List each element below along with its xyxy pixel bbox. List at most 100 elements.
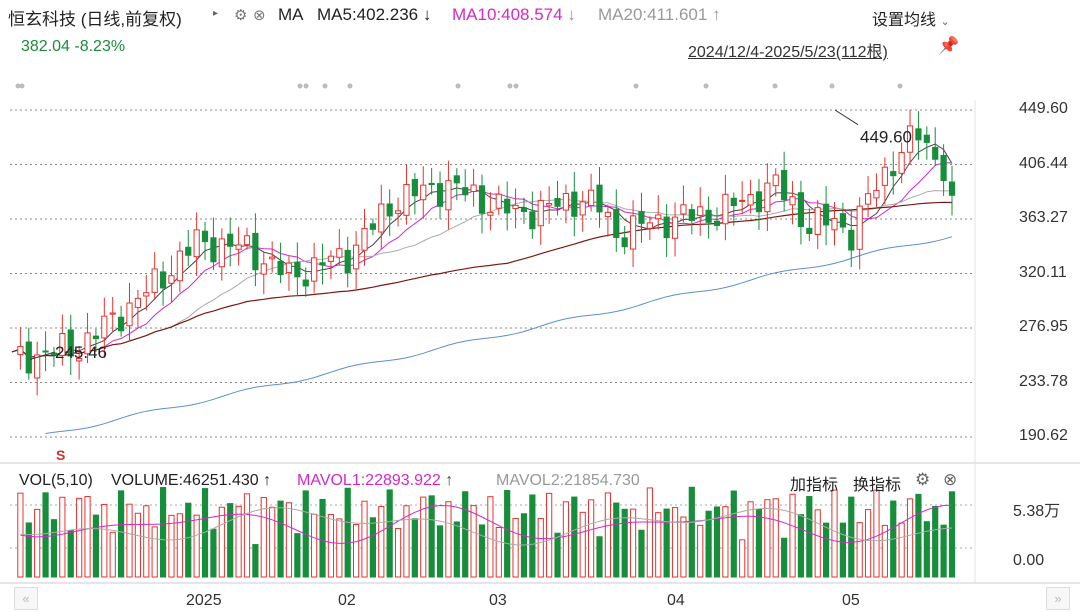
- volume-bar: [864, 509, 872, 578]
- candle-body: [260, 263, 267, 275]
- candles: [17, 110, 956, 396]
- candle-body: [227, 233, 234, 247]
- volume-bar: [260, 496, 267, 578]
- add-indicator-button[interactable]: 加指标: [790, 477, 839, 494]
- candle-body: [537, 199, 544, 227]
- pin-icon[interactable]: 📌: [938, 36, 960, 55]
- date-tick-label: 2025: [186, 592, 222, 609]
- candle-body: [294, 261, 301, 278]
- ma5-value: MA5:402.236 ↓: [317, 5, 432, 24]
- volume-bar: [378, 505, 385, 578]
- price-tick-label: 276.95: [1019, 318, 1068, 335]
- candle-body: [470, 184, 477, 193]
- volume-indicator-name: VOL(5,10): [19, 472, 93, 489]
- volume-bar: [218, 506, 225, 578]
- candle-body: [705, 209, 712, 223]
- candle-body: [755, 191, 763, 213]
- title-dropdown-icon[interactable]: ▸: [213, 8, 219, 19]
- event-icon: [19, 83, 25, 89]
- volume-bar: [25, 522, 32, 578]
- candle-body: [243, 235, 251, 246]
- candle-body: [923, 134, 930, 143]
- scroll-right-button[interactable]: »: [1046, 587, 1070, 610]
- volume-bar: [789, 493, 796, 578]
- volume-bar: [806, 496, 813, 578]
- candle-body: [17, 346, 24, 356]
- volume-bar: [327, 513, 335, 578]
- volume-bar: [722, 506, 729, 578]
- date-range[interactable]: 2024/12/4-2025/5/23(112根): [688, 44, 888, 61]
- volume-bar: [294, 533, 301, 578]
- volume-bar: [781, 537, 788, 578]
- stock-title[interactable]: 恒玄科技 (日线,前复权): [8, 10, 182, 29]
- volume-bar: [940, 524, 947, 578]
- volume-bar: [319, 498, 326, 578]
- volume-bar: [50, 519, 58, 578]
- mavol2-line: [20, 507, 953, 546]
- ma-settings-dropdown[interactable]: 设置均线 ⌄: [872, 12, 950, 29]
- candle-body: [201, 230, 209, 243]
- candle-body: [109, 312, 116, 315]
- volume-bar: [739, 539, 746, 578]
- volume-bar: [210, 528, 217, 578]
- candle-body: [336, 248, 343, 258]
- volume-bar: [495, 527, 502, 578]
- scroll-left-button[interactable]: «: [14, 587, 38, 610]
- volume-bar: [562, 501, 570, 578]
- volume-bar: [185, 502, 192, 578]
- volume-tick-label: 0.00: [1013, 552, 1045, 569]
- volume-bar: [546, 492, 553, 578]
- event-icon: [897, 83, 903, 89]
- mavol1-line: [20, 504, 953, 544]
- volume-average-lines: [20, 504, 953, 546]
- candle-body: [671, 216, 679, 239]
- volume-bar: [554, 532, 561, 578]
- volume-bar: [923, 521, 930, 578]
- candle-body: [311, 257, 318, 282]
- event-icon: [513, 83, 519, 89]
- volume-bar: [126, 503, 133, 578]
- volume-bar: [873, 489, 880, 578]
- volume-gear-icon[interactable]: ⚙: [915, 470, 931, 489]
- volume-bar: [713, 506, 721, 578]
- event-icon: [507, 83, 513, 89]
- candle-body: [680, 204, 687, 215]
- volume-bar: [176, 513, 183, 578]
- event-icon: [772, 83, 778, 89]
- volume-bar: [588, 499, 595, 578]
- volume-bar: [772, 498, 779, 578]
- volume-bar: [814, 509, 821, 578]
- mavol1-value: MAVOL1:22893.922 ↑: [297, 472, 454, 489]
- volume-bar: [118, 490, 125, 578]
- candle-body: [856, 205, 863, 250]
- ma-gear-icon[interactable]: ⚙: [234, 7, 248, 24]
- candle-body: [353, 244, 360, 270]
- volume-bar: [151, 526, 158, 578]
- volume-bar: [755, 508, 763, 578]
- ma20-value: MA20:411.601 ↑: [598, 5, 721, 24]
- candle-body: [235, 244, 242, 250]
- candle-body: [588, 189, 595, 207]
- candle-body: [185, 246, 192, 256]
- candle-body: [176, 250, 183, 282]
- volume-up-arrow-icon: ↑: [263, 472, 272, 489]
- candle-body: [655, 214, 662, 220]
- candle-body: [747, 194, 754, 206]
- volume-bar: [143, 505, 150, 578]
- volume-bar: [529, 494, 536, 578]
- ma5-down-arrow-icon: ↓: [422, 5, 432, 24]
- candle-body: [932, 146, 939, 160]
- volume-bar: [906, 498, 914, 578]
- candle-body: [487, 211, 494, 216]
- volume-bar: [252, 544, 259, 578]
- swap-indicator-button[interactable]: 换指标: [853, 477, 902, 494]
- volume-bar: [336, 518, 343, 578]
- candle-body: [772, 174, 779, 187]
- candle-body: [34, 354, 41, 379]
- candle-body: [722, 193, 729, 225]
- ma-close-icon[interactable]: ⊗: [253, 7, 266, 24]
- candle-body: [823, 203, 830, 226]
- volume-close-icon[interactable]: ⊗: [943, 470, 958, 489]
- volume-bar: [671, 507, 679, 578]
